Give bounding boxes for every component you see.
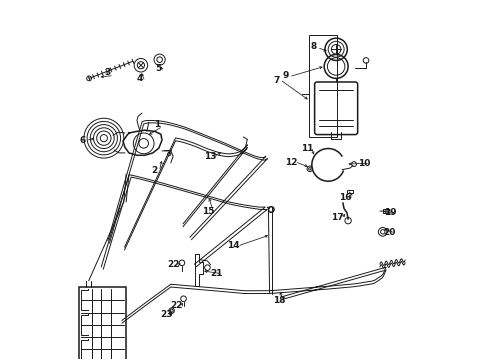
Text: 16: 16	[338, 193, 351, 202]
Text: 18: 18	[272, 296, 285, 305]
Text: 14: 14	[227, 241, 240, 250]
Text: 1: 1	[153, 120, 160, 129]
Text: 22: 22	[170, 301, 183, 310]
Bar	[308, 35, 336, 138]
Text: 9: 9	[282, 71, 288, 80]
Bar	[79, 287, 126, 360]
Text: 3: 3	[104, 68, 111, 77]
Text: 12: 12	[285, 158, 297, 167]
Text: 4: 4	[136, 74, 142, 83]
Text: 2: 2	[151, 166, 158, 175]
Text: 22: 22	[167, 260, 180, 269]
Text: 7: 7	[273, 76, 279, 85]
Bar	[346, 190, 352, 193]
Text: 20: 20	[382, 228, 394, 237]
Text: 8: 8	[310, 42, 316, 51]
Text: 19: 19	[384, 208, 396, 217]
Text: 21: 21	[210, 269, 223, 278]
Text: 10: 10	[357, 159, 369, 168]
Text: 11: 11	[300, 144, 313, 153]
Text: 5: 5	[155, 64, 161, 73]
Text: 13: 13	[203, 152, 216, 161]
Text: 15: 15	[202, 207, 214, 216]
Text: 6: 6	[79, 136, 85, 145]
Text: 17: 17	[330, 213, 343, 222]
Text: 23: 23	[160, 310, 172, 319]
